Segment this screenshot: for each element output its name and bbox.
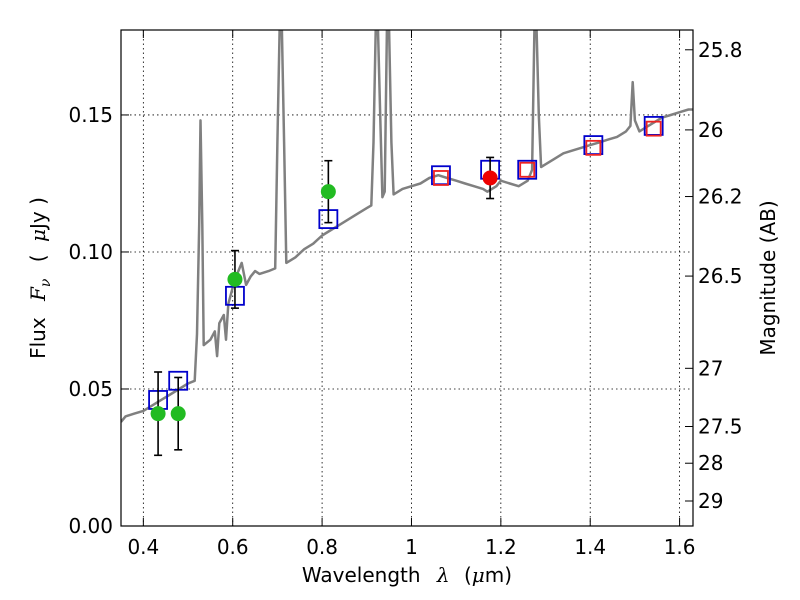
y-axis-label-unit-rest: Jy )	[26, 197, 50, 231]
y2-tick-label: 27	[698, 356, 723, 380]
x-axis-label-unit-rest: m)	[485, 563, 512, 587]
y-axis-label-unit-open: (	[26, 254, 50, 262]
observed-square-marker	[519, 161, 536, 178]
x-tick-label: 0.6	[217, 535, 249, 559]
x-tick-label: 0.8	[306, 535, 338, 559]
green-data-point	[227, 271, 243, 287]
observed-square-marker	[433, 170, 449, 186]
x-axis-label-text: Wavelength	[302, 563, 421, 587]
model-square-marker	[517, 159, 538, 180]
y-axis-label: Flux Fν ( μJy )	[26, 197, 55, 359]
y2-tick-label: 25.8	[698, 38, 743, 62]
y-axis-label-symbol-f: F	[26, 286, 50, 302]
green-data-point	[150, 406, 166, 422]
x-axis-label-unit-open: (	[464, 563, 472, 587]
y-tick-label: 0.10	[68, 240, 113, 264]
y2-tick-label: 29	[698, 489, 723, 513]
x-tick-label: 0.4	[127, 535, 159, 559]
axes: 0.4 0.6 0.8 1 1.2 1.4 1.6 0.00 0.05 0.10 0.15 25.8 2…	[68, 30, 743, 559]
y-tick-label: 0.15	[68, 103, 113, 127]
plot-area	[121, 30, 693, 457]
x-axis-label: Wavelength λ (μm)	[302, 563, 512, 587]
x-tick-label: 1.2	[485, 535, 517, 559]
green-data-point	[320, 184, 336, 200]
y-axis-label-text: Flux	[26, 317, 50, 359]
red-data-point	[482, 170, 498, 186]
x-axis-label-unit-mu: μ	[472, 563, 485, 587]
x-tick-label: 1	[405, 535, 418, 559]
y2-tick-label: 26	[698, 118, 723, 142]
observed-square-marker	[585, 139, 602, 156]
green-data-point	[170, 406, 186, 422]
y2-tick-label: 26.5	[698, 264, 743, 288]
y2-tick-label: 27.5	[698, 415, 743, 439]
y-axis-label-symbol-nu: ν	[38, 278, 54, 287]
x-tick-label: 1.4	[574, 535, 606, 559]
y2-tick-label: 26.2	[698, 185, 743, 209]
plot-frame	[120, 29, 694, 527]
x-tick-label: 1.6	[664, 535, 696, 559]
sed-line	[121, 30, 693, 423]
y-tick-label: 0.05	[68, 377, 113, 401]
y-axis-label-unit-mu: μ	[26, 229, 50, 242]
y2-tick-label: 28	[698, 451, 723, 475]
observed-square-marker	[645, 120, 662, 137]
x-axis-label-symbol: λ	[436, 563, 450, 587]
y2-axis-label: Magnitude (AB)	[756, 200, 780, 355]
y-tick-label: 0.00	[68, 514, 113, 538]
